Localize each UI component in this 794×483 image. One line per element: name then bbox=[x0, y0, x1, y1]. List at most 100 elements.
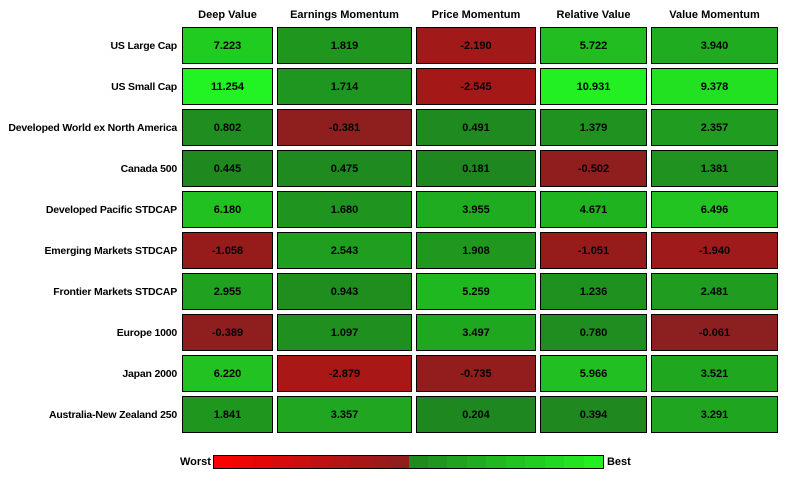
column-header-row: Deep Value Earnings Momentum Price Momentu… bbox=[0, 0, 794, 27]
row-label: US Large Cap bbox=[110, 39, 178, 52]
legend: Worst Best bbox=[180, 455, 794, 469]
heatmap-cell: 5.722 bbox=[540, 27, 647, 64]
row-label: Australia-New Zealand 250 bbox=[48, 408, 177, 421]
legend-gradient-step bbox=[213, 456, 234, 468]
row-label: Emerging Markets STDCAP bbox=[44, 244, 177, 257]
legend-gradient-step bbox=[466, 456, 487, 468]
heatmap-cell: 2.357 bbox=[651, 109, 778, 146]
column-header-deep-value: Deep Value bbox=[198, 9, 257, 21]
heatmap-cell: 3.291 bbox=[651, 396, 778, 433]
heatmap-cell: 3.357 bbox=[277, 396, 412, 433]
heatmap-cell: 1.841 bbox=[182, 396, 273, 433]
legend-worst-label: Worst bbox=[180, 456, 211, 468]
heatmap-cell: 3.521 bbox=[651, 355, 778, 392]
legend-gradient-step bbox=[291, 456, 312, 468]
heatmap-cell: -0.502 bbox=[540, 150, 647, 187]
legend-gradient-step bbox=[389, 456, 409, 468]
heatmap-cell: 5.259 bbox=[416, 273, 536, 310]
heatmap-cell: 0.204 bbox=[416, 396, 536, 433]
heatmap-cell: 1.680 bbox=[277, 191, 412, 228]
legend-gradient-step bbox=[564, 456, 584, 468]
heatmap-cell: -0.061 bbox=[651, 314, 778, 351]
row-label: Japan 2000 bbox=[122, 367, 177, 380]
legend-gradient-step bbox=[350, 456, 370, 468]
row-label: Canada 500 bbox=[120, 162, 178, 175]
heatmap-cell: -0.735 bbox=[416, 355, 536, 392]
heatmap-cell: -2.545 bbox=[416, 68, 536, 105]
heatmap-cell: 2.481 bbox=[651, 273, 778, 310]
column-header-relative-value: Relative Value bbox=[556, 9, 631, 21]
table-row: Developed Pacific STDCAP 6.180 1.680 3.955 4… bbox=[0, 191, 794, 228]
row-label: Frontier Markets STDCAP bbox=[53, 285, 177, 298]
legend-gradient-step bbox=[311, 456, 331, 468]
legend-gradient-step bbox=[330, 456, 351, 468]
heatmap-cell: -2.190 bbox=[416, 27, 536, 64]
row-label: Europe 1000 bbox=[116, 326, 177, 339]
column-header-earnings-momentum: Earnings Momentum bbox=[290, 9, 399, 21]
legend-gradient-step bbox=[369, 456, 390, 468]
heatmap-cell: -1.051 bbox=[540, 232, 647, 269]
heatmap-cell: 0.943 bbox=[277, 273, 412, 310]
heatmap-cell: 0.445 bbox=[182, 150, 273, 187]
heatmap-cell: 1.908 bbox=[416, 232, 536, 269]
legend-best-label: Best bbox=[606, 456, 631, 468]
table-row: US Large Cap 7.223 1.819 -2.190 5.722 3.940 bbox=[0, 27, 794, 64]
heatmap-cell: 10.931 bbox=[540, 68, 647, 105]
legend-gradient-bar bbox=[212, 455, 604, 469]
heatmap-cell: -2.879 bbox=[277, 355, 412, 392]
legend-gradient-step bbox=[447, 456, 467, 468]
heatmap-cell: 1.819 bbox=[277, 27, 412, 64]
heatmap-cell: 11.254 bbox=[182, 68, 273, 105]
legend-gradient-step bbox=[233, 456, 253, 468]
heatmap-cell: -1.058 bbox=[182, 232, 273, 269]
row-label: US Small Cap bbox=[111, 80, 177, 93]
table-row: US Small Cap 11.254 1.714 -2.545 10.931 9.378 bbox=[0, 68, 794, 105]
heatmap-cell: 1.379 bbox=[540, 109, 647, 146]
heatmap-grid: US Large Cap 7.223 1.819 -2.190 5.722 3.940 US… bbox=[0, 27, 794, 433]
table-row: Australia-New Zealand 250 1.841 3.357 0.204… bbox=[0, 396, 794, 433]
heatmap-cell: 1.714 bbox=[277, 68, 412, 105]
heatmap-cell: 0.475 bbox=[277, 150, 412, 187]
heatmap-cell: 6.180 bbox=[182, 191, 273, 228]
legend-gradient-step bbox=[486, 456, 506, 468]
legend-gradient-step bbox=[544, 456, 565, 468]
table-row: Emerging Markets STDCAP -1.058 2.543 1.908-… bbox=[0, 232, 794, 269]
heatmap-cell: 0.181 bbox=[416, 150, 536, 187]
heatmap-cell: 3.497 bbox=[416, 314, 536, 351]
legend-gradient-step bbox=[583, 456, 603, 468]
table-row: Canada 500 0.445 0.475 0.181 -0.502 1.381 bbox=[0, 150, 794, 187]
heatmap-cell: 9.378 bbox=[651, 68, 778, 105]
heatmap-cell: 3.940 bbox=[651, 27, 778, 64]
heatmap-cell: 6.220 bbox=[182, 355, 273, 392]
legend-gradient-step bbox=[525, 456, 545, 468]
heatmap-cell: 1.236 bbox=[540, 273, 647, 310]
column-header-price-momentum: Price Momentum bbox=[431, 9, 521, 21]
heatmap-cell: 4.671 bbox=[540, 191, 647, 228]
legend-gradient-step bbox=[427, 456, 448, 468]
heatmap-cell: -0.381 bbox=[277, 109, 412, 146]
column-header-value-momentum: Value Momentum bbox=[669, 9, 760, 21]
heatmap-cell: 1.381 bbox=[651, 150, 778, 187]
heatmap-cell: 6.496 bbox=[651, 191, 778, 228]
row-label: Developed Pacific STDCAP bbox=[45, 203, 177, 216]
heatmap-cell: 2.955 bbox=[182, 273, 273, 310]
heatmap-cell: 7.223 bbox=[182, 27, 273, 64]
legend-gradient-step bbox=[408, 456, 428, 468]
legend-gradient-step bbox=[505, 456, 526, 468]
table-row: Japan 2000 6.220 -2.879 -0.735 5.966 3.521 bbox=[0, 355, 794, 392]
row-label: Developed World ex North America bbox=[8, 121, 177, 134]
heatmap-cell: 0.394 bbox=[540, 396, 647, 433]
heatmap-cell: 2.543 bbox=[277, 232, 412, 269]
heatmap-cell: 0.491 bbox=[416, 109, 536, 146]
heatmap-cell: 0.802 bbox=[182, 109, 273, 146]
heatmap-cell: -1.940 bbox=[651, 232, 778, 269]
legend-gradient-step bbox=[272, 456, 292, 468]
table-row: Frontier Markets STDCAP 2.955 0.943 5.259 1.… bbox=[0, 273, 794, 310]
heatmap-cell: -0.389 bbox=[182, 314, 273, 351]
heatmap-cell: 0.780 bbox=[540, 314, 647, 351]
legend-gradient-step bbox=[252, 456, 273, 468]
table-row: Developed World ex North America 0.802 -0.… bbox=[0, 109, 794, 146]
heatmap-cell: 1.097 bbox=[277, 314, 412, 351]
heatmap-cell: 5.966 bbox=[540, 355, 647, 392]
